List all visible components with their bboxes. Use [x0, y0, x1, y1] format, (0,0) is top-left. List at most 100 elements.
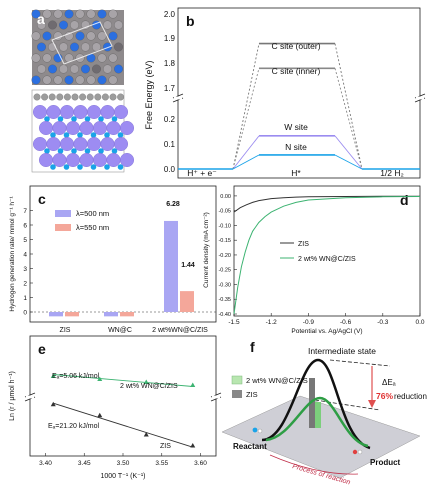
nitrogen-atom — [44, 148, 50, 154]
d-xtick-label: -0.9 — [303, 319, 315, 326]
nitrogen-atom — [77, 164, 83, 170]
atom — [37, 42, 46, 52]
b-ytick: 0.2 — [164, 115, 176, 124]
c-xtick-label: WN@C — [108, 327, 132, 334]
metal-atom — [92, 152, 107, 167]
c-ytick-label: 3 — [23, 266, 27, 273]
nitrogen-atom — [77, 132, 83, 138]
atom — [42, 9, 52, 19]
c-legend-swatch-500 — [55, 210, 71, 217]
atom — [81, 20, 90, 30]
b-ytick: 0.0 — [164, 165, 176, 174]
carbon-atom — [63, 93, 71, 101]
f-product-molecule-icon — [352, 449, 358, 455]
panel-label-d: d — [400, 192, 409, 208]
d-ytick-label: -0.20 — [218, 253, 231, 259]
nitrogen-atom — [50, 132, 56, 138]
atom — [53, 9, 63, 19]
f-legend-swatch-zis — [232, 390, 242, 398]
d-xtick-label: -1.5 — [228, 319, 240, 326]
f-dash-top — [329, 359, 391, 367]
b-state-label: H* — [291, 168, 301, 178]
nitrogen-atom — [111, 148, 118, 154]
nitrogen-atom — [63, 132, 70, 138]
panel-d-frame — [233, 185, 421, 317]
atom — [97, 75, 107, 85]
f-wn-curve — [265, 396, 369, 448]
atom — [75, 9, 85, 19]
atom — [70, 42, 79, 52]
c-ytick-label: 6 — [23, 223, 27, 230]
panel-e: e Ln (r / μmol h⁻¹) 1000 T⁻¹ (K⁻¹) 3.40 3… — [9, 335, 222, 480]
carbon-atom — [48, 93, 56, 101]
c-ytick-label: 2 — [23, 281, 27, 288]
atom — [97, 9, 107, 19]
nitrogen-atom — [104, 132, 110, 138]
nitrogen-atom — [90, 164, 97, 170]
metal-atom — [52, 152, 67, 167]
d-xtick-label: -0.3 — [377, 319, 389, 326]
metal-atom — [79, 152, 94, 167]
panel-label-c: c — [38, 191, 46, 207]
carbon-atom — [79, 93, 87, 101]
atom — [59, 42, 68, 52]
atom — [114, 42, 123, 52]
panel-label-a: a — [37, 11, 45, 27]
nitrogen-atom — [84, 148, 91, 154]
atom — [103, 42, 112, 52]
f-legend-swatch-wn — [231, 375, 243, 385]
f-dash-mid — [314, 399, 381, 411]
atom — [114, 20, 123, 30]
metal-atom — [73, 104, 88, 119]
atom — [37, 64, 46, 74]
atom — [64, 9, 74, 19]
atom — [31, 53, 41, 63]
nitrogen-atom — [71, 116, 77, 122]
metal-atom — [65, 152, 80, 167]
c-ylabel: Hydrogen generation rate/ mmol g⁻¹ h⁻¹ — [9, 196, 16, 312]
atom — [103, 64, 112, 74]
e-xtick-label: 3.40 — [39, 460, 52, 467]
e-point-lower — [143, 432, 149, 437]
atom — [108, 9, 118, 19]
e-ea-lower: Eₐ=21.20 kJ/mol — [48, 423, 99, 430]
panel-d: d Current density (mA cm⁻²) Potential vs… — [203, 185, 425, 335]
d-xtick-label: -0.6 — [340, 319, 352, 326]
e-xtick-label: 3.50 — [117, 460, 130, 467]
d-series-line — [233, 195, 421, 213]
d-ytick-label: -0.35 — [218, 297, 231, 303]
atom — [86, 75, 96, 85]
e-series-lower: ZIS — [160, 443, 171, 450]
c-legend-swatch-550 — [55, 224, 71, 231]
nitrogen-atom — [98, 148, 104, 154]
metal-atom — [113, 136, 128, 151]
b-level-label-n: N site — [285, 142, 307, 152]
b-level-label-w: W site — [284, 122, 308, 132]
metal-atom — [65, 120, 80, 135]
atom — [31, 31, 41, 41]
d-series — [233, 195, 421, 315]
c-legend-550: λ=550 nm — [76, 223, 109, 232]
atom — [59, 20, 68, 30]
atom — [37, 20, 46, 30]
atom — [97, 53, 107, 63]
nitrogen-atom — [57, 116, 64, 122]
f-reactant: Reactant — [233, 442, 267, 451]
f-reduction-pct: 76% — [376, 391, 393, 401]
d-legend-wn: 2 wt% WN@C/ZIS — [298, 256, 356, 263]
e-point-upper — [143, 379, 149, 384]
atom — [64, 31, 74, 41]
b-connector — [232, 135, 260, 170]
f-wn-bar — [315, 402, 321, 428]
nitrogen-atom — [71, 148, 77, 154]
e-fit-lower — [53, 402, 193, 448]
metal-atom — [46, 104, 61, 119]
atom — [48, 20, 57, 30]
f-delta-arrowhead — [368, 400, 376, 408]
f-process-arrow — [269, 454, 359, 475]
c-yticks: 0 1 2 3 4 5 6 7 — [23, 208, 33, 317]
b-level-label-c-inner: C site (inner) — [272, 66, 321, 76]
nitrogen-atom — [98, 116, 104, 122]
atom — [42, 53, 52, 63]
atom — [92, 42, 101, 52]
